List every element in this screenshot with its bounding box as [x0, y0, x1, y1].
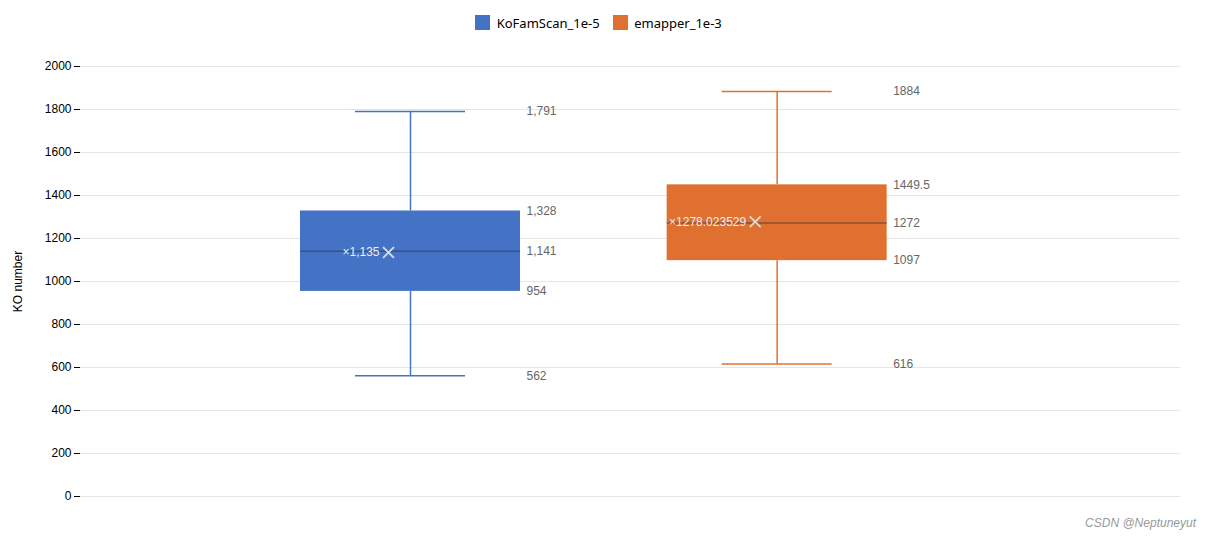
svg-text:1000: 1000: [45, 274, 72, 288]
html-text:emapper_1e-3: emapper_1e-3: [634, 13, 722, 32]
svg-text:616: 616: [893, 356, 913, 370]
svg-text:1,141: 1,141: [527, 244, 557, 258]
svg-text:800: 800: [51, 317, 71, 331]
html-text:CSDN @Neptuneyut: CSDN @Neptuneyut: [1085, 515, 1196, 530]
svg-text:KO number: KO number: [11, 250, 25, 311]
svg-text:1400: 1400: [45, 188, 72, 202]
html-text:KoFamScan_1e-5: KoFamScan_1e-5: [496, 13, 600, 32]
svg-text:1097: 1097: [893, 253, 920, 267]
svg-text:1600: 1600: [45, 145, 72, 159]
svg-text:1,791: 1,791: [527, 104, 557, 118]
svg-text:2000: 2000: [45, 59, 72, 73]
svg-text:1,328: 1,328: [527, 203, 557, 217]
svg-text:200: 200: [51, 446, 71, 460]
svg-text:×1278.023529: ×1278.023529: [669, 214, 746, 228]
svg-text:1272: 1272: [893, 215, 920, 229]
svg-text:1800: 1800: [45, 102, 72, 116]
svg-text:1449.5: 1449.5: [893, 177, 930, 191]
svg-text:954: 954: [527, 284, 547, 298]
svg-text:×1,135: ×1,135: [342, 245, 379, 259]
svg-text:400: 400: [51, 403, 71, 417]
svg-text:1884: 1884: [893, 84, 920, 98]
svg-text:0: 0: [65, 489, 72, 503]
svg-text:600: 600: [51, 360, 71, 374]
svg-text:1200: 1200: [45, 231, 72, 245]
svg-text:562: 562: [527, 368, 547, 382]
